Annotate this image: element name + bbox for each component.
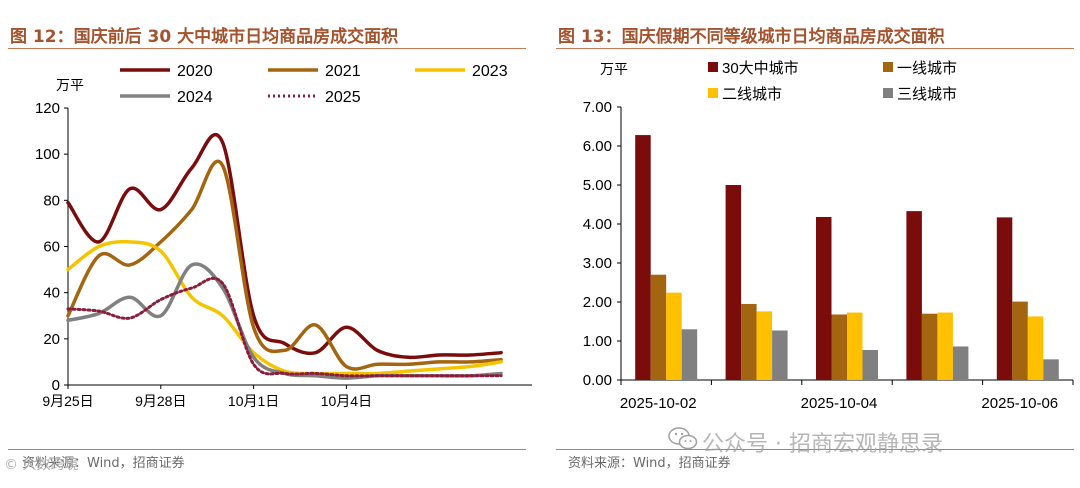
bar-30大中城市-2025-10-02 [635,135,651,380]
y-tick-label: 6.00 [583,138,612,155]
wechat-icon [668,427,698,450]
legend-label-2025: 2025 [325,89,361,106]
bar-一线城市-2025-10-05 [921,313,938,380]
legend-swatch-30大中城市 [708,62,718,72]
figure-12-footer-rule [8,449,526,450]
legend-label-一线城市: 一线城市 [897,60,957,77]
y-tick-label: 4.00 [583,216,612,233]
figure-13-source: 资料来源：Wind，招商证券 [568,456,731,471]
legend-swatch-二线城市 [708,88,718,98]
bar-二线城市-2025-10-03 [756,311,773,380]
bar-一线城市-2025-10-06 [1012,301,1028,380]
legend-label-30大中城市: 30大中城市 [722,60,799,77]
figure-13-title-rule [556,48,1074,49]
series-line-2025 [66,276,503,378]
y-tick-label: 20 [43,331,60,348]
y-axis-unit: 万平 [56,77,84,93]
x-tick-label: 10月1日 [228,393,279,409]
x-tick-label: 9月28日 [135,393,186,409]
figure-13-footer-rule [556,449,1074,450]
x-tick-label: 2025-10-06 [981,395,1058,412]
y-tick-label: 1.00 [583,333,612,350]
bar-三线城市-2025-10-04 [862,349,878,380]
legend-label-2023: 2023 [472,63,508,80]
bar-一线城市-2025-10-04 [831,314,847,380]
figure-13-title: 图 13：国庆假期不同等级城市日均商品房成交面积 [558,27,945,47]
bar-三线城市-2025-10-02 [681,329,698,380]
y-tick-label: 80 [43,192,60,209]
figure-12-source: 资料来源：Wind，招商证券 [22,456,185,471]
y-tick-label: 100 [35,146,60,163]
bar-二线城市-2025-10-05 [937,312,953,380]
bar-三线城市-2025-10-03 [772,330,788,380]
bar-三线城市-2025-10-05 [952,346,969,380]
bar-30大中城市-2025-10-05 [906,211,922,380]
corner-watermark: © 大数跨境 [4,457,79,473]
watermark-text: 公众号 · 招商宏观静思录 [702,432,943,457]
figure-12-title: 图 12：国庆前后 30 大中城市日均商品房成交面积 [10,27,399,47]
bar-一线城市-2025-10-02 [650,274,667,380]
series-line-2023 [66,239,503,376]
bar-一线城市-2025-10-03 [741,303,757,380]
legend-swatch-一线城市 [883,62,893,72]
y-tick-label: 0.00 [583,372,612,389]
legend-label-2020: 2020 [177,63,213,80]
bar-chart: 万平 0.00 1.00 2.00 3.00 4.00 5.00 6.00 7.00 2025-1… [583,60,1074,412]
figure-12-title-rule [8,48,526,49]
legend-label-二线城市: 二线城市 [722,86,782,103]
series-line-2020 [66,132,503,360]
y-tick-label: 40 [43,285,60,302]
line-chart: 万平 0 20 40 60 80 100 120 9月25日 9月28日 10月1日 10月4日 202… [35,63,532,409]
bar-30大中城市-2025-10-06 [996,217,1013,380]
y-axis-unit: 万平 [600,61,628,77]
y-tick-label: 5.00 [583,177,612,194]
legend-label-2024: 2024 [177,89,213,106]
bar-30大中城市-2025-10-03 [725,185,742,380]
series-line-2021 [66,159,503,371]
y-tick-label: 0 [52,377,60,394]
x-tick-label: 10月4日 [321,393,372,409]
legend-swatch-三线城市 [883,88,893,98]
bar-三线城市-2025-10-06 [1043,359,1059,380]
y-tick-label: 60 [43,239,60,256]
x-tick-label: 2025-10-04 [801,395,878,412]
bar-二线城市-2025-10-04 [847,312,863,380]
y-tick-label: 7.00 [583,99,612,116]
bar-二线城市-2025-10-06 [1027,316,1044,380]
x-tick-label: 9月25日 [42,393,93,409]
legend-label-三线城市: 三线城市 [897,86,957,103]
legend-label-2021: 2021 [325,63,361,80]
y-tick-label: 2.00 [583,294,612,311]
bar-二线城市-2025-10-02 [666,292,682,380]
bar-30大中城市-2025-10-04 [816,216,832,380]
y-tick-label: 3.00 [583,255,612,272]
x-tick-label: 2025-10-02 [620,395,697,412]
y-tick-label: 120 [35,100,60,117]
